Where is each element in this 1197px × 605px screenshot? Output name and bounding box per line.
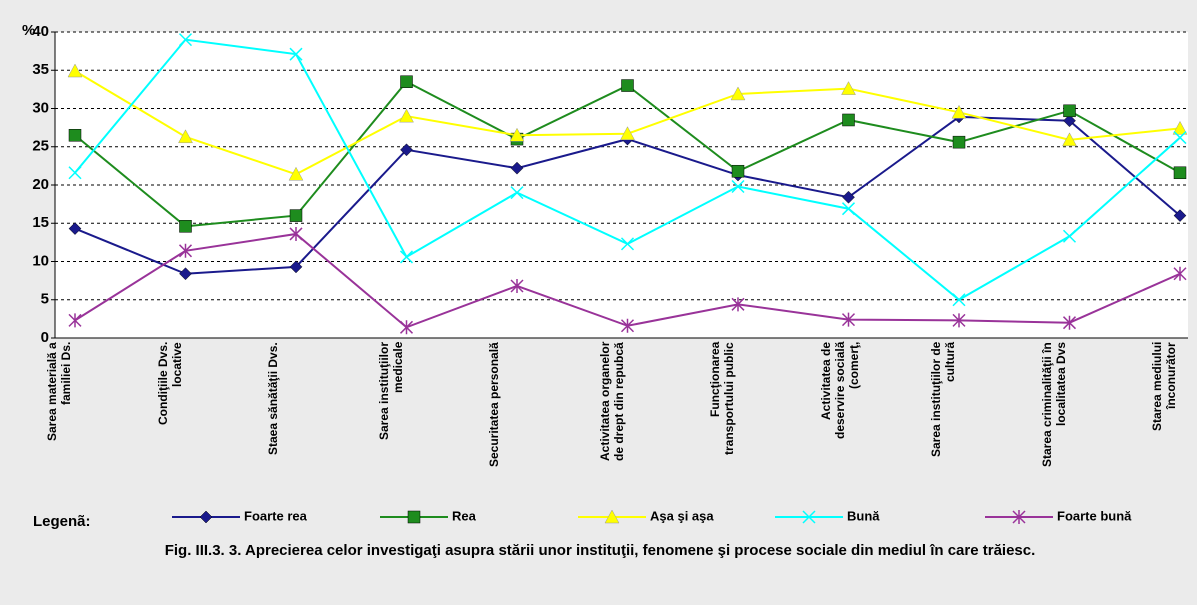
- y-axis-label: %: [22, 22, 35, 39]
- marker: [731, 297, 745, 312]
- y-tick-label: 10: [32, 252, 49, 269]
- y-tick-label: 40: [32, 23, 49, 40]
- marker: [1062, 315, 1077, 330]
- marker: [399, 250, 414, 264]
- marker: [178, 243, 193, 258]
- marker: [399, 320, 414, 335]
- marker: [1063, 114, 1076, 128]
- marker: [1173, 131, 1187, 145]
- marker: [841, 312, 856, 327]
- marker: [802, 510, 816, 524]
- marker: [68, 166, 82, 180]
- marker: [400, 143, 413, 157]
- caption: Fig. III.3. 3. Aprecierea celor investig…: [164, 542, 1036, 559]
- marker: [289, 209, 303, 222]
- marker: [730, 86, 746, 101]
- marker: [178, 129, 193, 144]
- marker: [841, 202, 856, 216]
- marker: [731, 179, 745, 194]
- marker: [952, 135, 966, 149]
- x-tick-label: Sarea materială a familiei Ds.: [45, 342, 73, 441]
- legend-label: Aşa şi aşa: [650, 508, 714, 523]
- marker: [510, 278, 524, 293]
- x-tick-label: Securitatea personală: [487, 342, 501, 467]
- legend-label: Foarte rea: [244, 508, 308, 523]
- marker: [1173, 209, 1187, 222]
- marker: [842, 190, 855, 204]
- marker: [510, 161, 524, 175]
- y-tick-label: 30: [32, 99, 49, 116]
- marker: [951, 104, 967, 119]
- x-tick-label: Sarea instituţiilor medicale: [376, 342, 405, 441]
- x-tick-label: Starea mediului înconurător: [1150, 342, 1178, 432]
- marker: [1063, 104, 1076, 118]
- y-tick-label: 20: [32, 176, 49, 193]
- y-tick-label: 15: [32, 214, 49, 231]
- marker: [289, 260, 303, 274]
- marker: [952, 313, 966, 328]
- marker: [509, 127, 525, 142]
- y-tick-label: 35: [32, 61, 49, 78]
- marker: [1173, 166, 1187, 180]
- x-tick-label: Funcţionarea transportului public: [708, 342, 736, 455]
- marker: [620, 126, 635, 140]
- legend-label: Bună: [847, 508, 880, 523]
- marker: [621, 79, 634, 92]
- marker: [68, 129, 82, 142]
- marker: [1172, 120, 1188, 135]
- legend-label: Foarte bună: [1057, 508, 1132, 523]
- marker: [407, 510, 421, 524]
- legend-label: Rea: [452, 508, 477, 523]
- marker: [179, 220, 192, 233]
- y-tick-label: 5: [41, 291, 49, 308]
- marker: [604, 509, 620, 524]
- x-tick-label: Starea criminalităţii în localitatea Dvs: [1039, 342, 1068, 467]
- marker: [68, 222, 82, 235]
- marker: [1062, 132, 1077, 147]
- marker: [510, 186, 524, 200]
- marker: [1012, 510, 1026, 524]
- y-tick-label: 0: [41, 329, 49, 346]
- marker: [68, 313, 82, 328]
- marker: [952, 293, 966, 307]
- marker: [67, 63, 83, 78]
- marker: [1062, 229, 1077, 243]
- y-tick-label: 25: [32, 138, 49, 155]
- x-tick-label: Sarea instituţiilor de cultură: [929, 342, 957, 458]
- marker: [289, 226, 303, 241]
- marker: [841, 81, 856, 95]
- x-tick-label: Activitatea organelor de drept din repub…: [597, 342, 626, 462]
- legend-title: Legenã:: [33, 513, 91, 530]
- marker: [1173, 266, 1187, 281]
- marker: [199, 510, 213, 524]
- marker: [620, 318, 635, 333]
- marker: [842, 113, 855, 127]
- marker: [400, 75, 413, 88]
- marker: [178, 33, 193, 47]
- marker: [620, 237, 635, 251]
- marker: [289, 47, 303, 61]
- x-tick-label: Condiţiile Dvs. locative: [155, 342, 184, 426]
- marker: [399, 108, 414, 123]
- x-tick-label: Staea sănătăţii Dvs.: [266, 342, 280, 455]
- marker: [179, 267, 192, 281]
- marker: [288, 166, 304, 181]
- marker: [731, 164, 745, 178]
- x-tick-label: Activitatea de deservire socială (comerţ…: [818, 342, 861, 440]
